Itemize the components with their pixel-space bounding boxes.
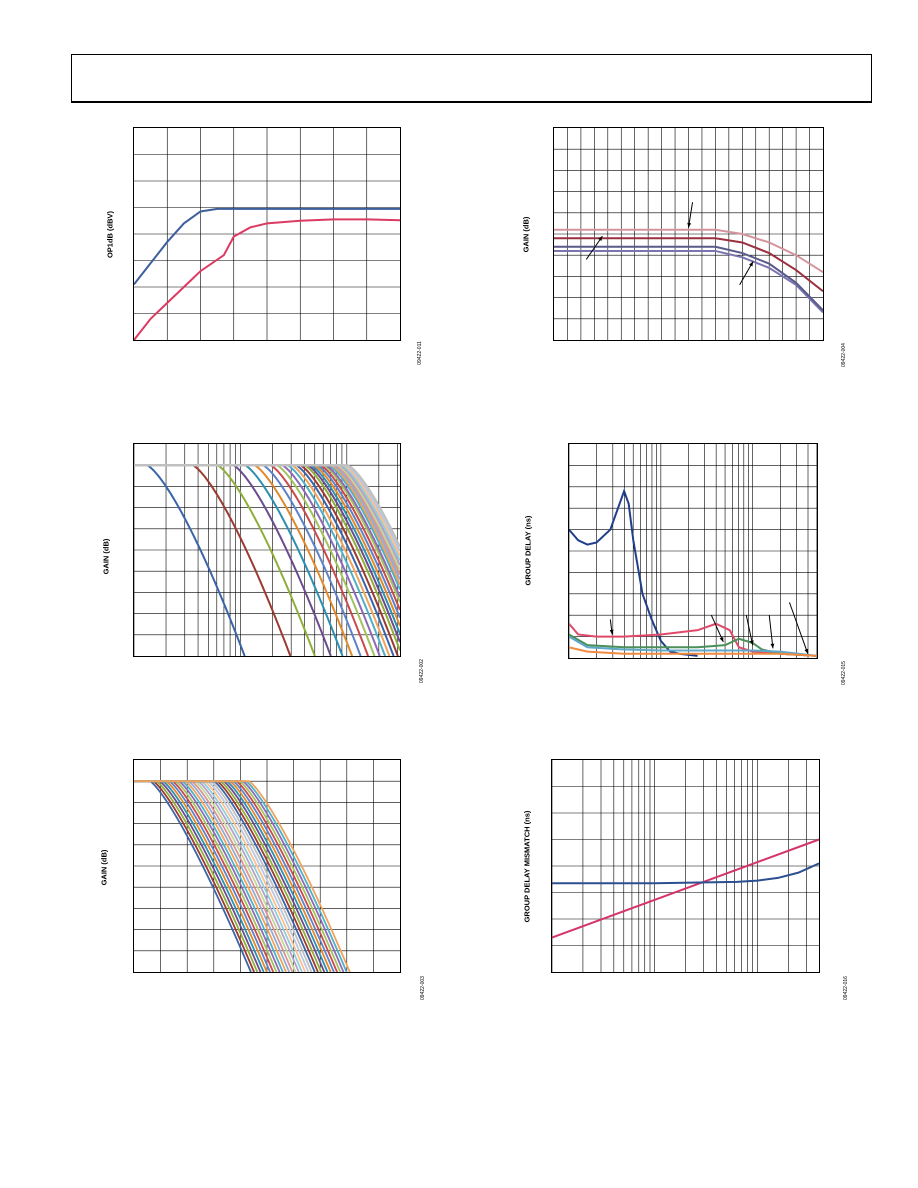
annotation-arrow [745, 615, 754, 646]
figure-id: 09422-004 [841, 343, 847, 367]
y-axis-label: GROUP DELAY (ns) [523, 515, 533, 586]
annotation-arrowhead [687, 222, 692, 228]
page-header-box [71, 54, 872, 103]
series-line [554, 249, 823, 314]
figure-id: 09422-002 [419, 659, 425, 683]
series-line [134, 207, 400, 285]
figure-id: 09422-003 [420, 976, 426, 1000]
plot-area-gain-top-right [553, 127, 824, 341]
series-line [552, 862, 819, 885]
grid [134, 128, 400, 340]
series-line [134, 464, 391, 656]
annotation-arrowhead [749, 640, 754, 646]
series-line [134, 218, 400, 340]
series-line [134, 464, 362, 656]
annotation-arrowhead [770, 643, 775, 649]
plot-area-group-delay [568, 443, 818, 659]
series-line [134, 464, 246, 656]
series-line [554, 245, 823, 312]
annotation-arrowhead [804, 648, 809, 654]
y-axis-label: GAIN (dB) [101, 538, 111, 575]
figure-id: 09422-015 [841, 661, 847, 685]
series-group [134, 780, 351, 972]
chart-svg [552, 760, 819, 972]
chart-svg [554, 128, 823, 340]
annotation-arrow [788, 602, 809, 654]
series-line [554, 228, 823, 274]
y-axis-label: GAIN (dB) [521, 216, 531, 253]
figure-id: 09422-011 [417, 341, 423, 365]
annotation-arrowhead [598, 236, 603, 242]
annotation-arrowhead [609, 629, 614, 635]
chart-svg [569, 444, 817, 658]
plot-area-gain-bottom-left [133, 759, 401, 973]
series-line [569, 622, 817, 657]
chart-svg [134, 760, 400, 972]
series-line [134, 780, 252, 972]
series-line [569, 646, 817, 657]
annotation-arrow [710, 614, 724, 643]
grid [552, 760, 819, 972]
chart-svg [134, 128, 400, 340]
grid [569, 444, 817, 658]
series-group [554, 228, 823, 314]
plot-area-op1db [133, 127, 401, 341]
series-line [134, 464, 400, 548]
series-group [134, 207, 400, 340]
series-line [134, 464, 292, 656]
annotation-arrow [585, 235, 603, 260]
series-line [569, 635, 817, 657]
chart-svg [134, 444, 400, 656]
plot-area-group-delay-mismatch [551, 759, 820, 973]
series-line [134, 780, 351, 972]
series-group [552, 838, 819, 939]
plot-area-gain-mid-left [133, 443, 401, 657]
annotation-arrowhead [719, 636, 724, 642]
series-group [134, 464, 400, 656]
figure-id: 09422-016 [843, 976, 849, 1000]
annotation-arrow [768, 615, 774, 649]
y-axis-label: GAIN (dB) [99, 849, 109, 886]
series-group [569, 488, 817, 657]
y-axis-label: GROUP DELAY MISMATCH (ns) [522, 810, 532, 923]
series-line [552, 838, 819, 939]
annotation-arrowhead [749, 261, 754, 267]
series-line [554, 237, 823, 293]
y-axis-label: OP1dB (dBV) [105, 210, 115, 259]
grid [554, 128, 823, 340]
